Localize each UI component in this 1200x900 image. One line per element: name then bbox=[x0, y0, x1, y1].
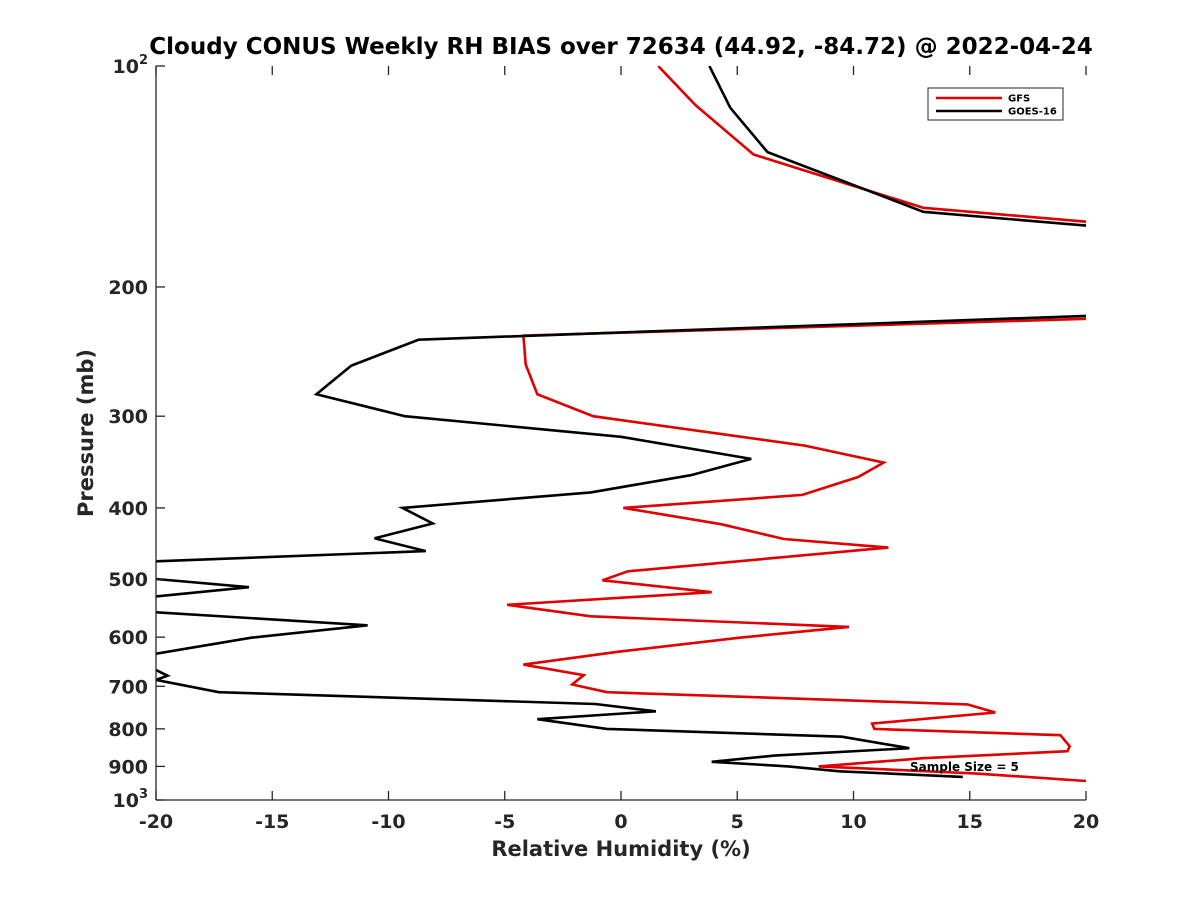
series-line-goes16 bbox=[156, 66, 1086, 779]
legend-label-goes16: GOES-16 bbox=[1008, 107, 1057, 118]
x-tick-label: -10 bbox=[371, 811, 405, 833]
x-tick-label: 20 bbox=[1073, 811, 1099, 833]
x-tick-label: -5 bbox=[494, 811, 515, 833]
x-tick-label: 0 bbox=[614, 811, 627, 833]
y-axis-label: Pressure (mb) bbox=[74, 349, 98, 517]
legend: GFS GOES-16 bbox=[927, 87, 1064, 121]
x-axis-label: Relative Humidity (%) bbox=[491, 837, 750, 861]
x-tick-label: 5 bbox=[731, 811, 744, 833]
x-tick-label: 10 bbox=[840, 811, 866, 833]
y-tick-label: 600 bbox=[108, 627, 148, 649]
y-tick-label: 900 bbox=[108, 756, 148, 778]
x-ticks: -20 -15 -10 -5 0 5 10 15 20 bbox=[139, 66, 1099, 833]
y-tick-label: 800 bbox=[108, 719, 148, 741]
sample-size-annotation: Sample Size = 5 bbox=[910, 760, 1019, 774]
x-tick-label: -20 bbox=[139, 811, 173, 833]
y-tick-label: 103 bbox=[113, 787, 149, 812]
y-tick-label: 300 bbox=[108, 406, 148, 428]
y-tick-label: 102 bbox=[113, 53, 149, 78]
x-tick-label: -15 bbox=[255, 811, 289, 833]
y-tick-label: 700 bbox=[108, 676, 148, 698]
y-tick-label: 500 bbox=[108, 569, 148, 591]
x-tick-label: 15 bbox=[957, 811, 983, 833]
legend-label-gfs: GFS bbox=[1008, 94, 1030, 105]
series-layer bbox=[156, 66, 1086, 783]
y-tick-label: 200 bbox=[108, 277, 148, 299]
chart-title: Cloudy CONUS Weekly RH BIAS over 72634 (… bbox=[149, 34, 1092, 60]
y-ticks: 102 200 300 400 500 600 700 800 900 103 bbox=[108, 53, 165, 812]
legend-box bbox=[927, 87, 1064, 121]
y-tick-label: 400 bbox=[108, 498, 148, 520]
